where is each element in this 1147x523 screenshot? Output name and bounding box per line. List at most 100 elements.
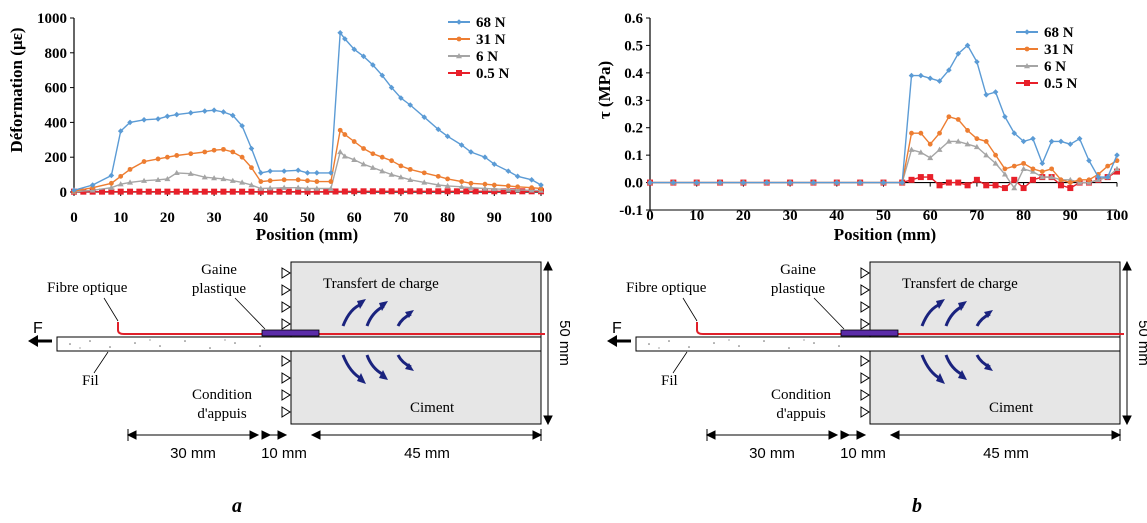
plastic-sheath <box>840 329 899 337</box>
data-point <box>955 179 962 186</box>
data-point <box>509 188 516 195</box>
data-point <box>1011 185 1018 191</box>
data-point <box>1076 135 1083 142</box>
data-point <box>281 177 287 183</box>
data-point <box>453 188 460 195</box>
data-point <box>1114 165 1120 172</box>
gaine-label-1: Gaine <box>780 262 816 278</box>
legend-entry: 31 N <box>1016 42 1074 58</box>
dim-30: 30 mm <box>170 445 216 462</box>
dimension-lines <box>126 260 553 441</box>
data-point <box>71 187 77 194</box>
data-point <box>482 181 488 187</box>
x-tick-label: 70 <box>393 210 408 226</box>
data-point <box>337 148 344 155</box>
x-tick-label: 50 <box>300 210 315 226</box>
data-point <box>281 184 288 190</box>
data-point <box>1058 177 1064 183</box>
data-point <box>361 146 366 151</box>
y-tick-label: 0.5 <box>624 38 643 54</box>
data-point <box>927 75 933 82</box>
data-point <box>281 168 287 174</box>
data-point <box>407 188 414 195</box>
series-31N <box>71 127 544 194</box>
data-point <box>239 188 246 195</box>
data-point <box>1048 138 1055 145</box>
ciment-label: Ciment <box>989 400 1034 416</box>
data-point <box>248 188 255 195</box>
data-point <box>1030 135 1036 142</box>
y-tick-label: 200 <box>45 150 68 166</box>
dim-45: 45 mm <box>983 445 1029 462</box>
data-point <box>1011 130 1018 136</box>
data-point <box>155 116 161 122</box>
y-tick-label: 400 <box>45 115 68 131</box>
data-point <box>717 179 723 186</box>
x-tick-label: 100 <box>530 210 553 226</box>
data-point <box>295 184 302 190</box>
data-point <box>229 188 236 195</box>
x-tick-label: 80 <box>440 210 455 226</box>
caption-a: a <box>232 495 242 517</box>
data-point <box>435 173 441 179</box>
x-tick-label: 60 <box>347 210 362 226</box>
data-point <box>1011 176 1018 183</box>
legend-entry: 6 N <box>448 49 498 65</box>
data-point <box>220 175 227 182</box>
data-point <box>955 138 962 144</box>
data-point <box>360 188 367 195</box>
data-point <box>295 177 301 183</box>
data-point <box>927 174 934 181</box>
data-point <box>174 153 180 158</box>
data-point <box>421 179 428 185</box>
data-point <box>899 179 905 186</box>
x-tick-label: 90 <box>487 210 502 226</box>
data-point <box>538 186 544 191</box>
data-point <box>201 108 208 114</box>
data-point <box>481 185 488 191</box>
data-point <box>1030 166 1036 172</box>
data-point <box>946 114 952 120</box>
y-tick-label: 0.3 <box>624 93 643 109</box>
legend-marker <box>456 70 462 76</box>
data-point <box>201 174 208 180</box>
data-point <box>491 182 497 188</box>
data-point <box>946 67 952 73</box>
data-point <box>425 188 432 195</box>
x-tick-label: 40 <box>829 208 844 224</box>
x-tick-label: 60 <box>923 208 938 224</box>
data-point <box>141 177 148 183</box>
legend-label: 68 N <box>1044 25 1074 41</box>
series-68N <box>71 29 544 194</box>
data-point <box>258 179 264 184</box>
dim-10: 10 mm <box>261 445 307 462</box>
legend-label: 68 N <box>476 15 506 31</box>
data-point <box>313 185 320 191</box>
data-point <box>379 168 386 174</box>
data-point <box>1104 174 1111 180</box>
data-point <box>276 188 283 195</box>
data-point <box>528 177 535 183</box>
data-point <box>992 89 999 95</box>
chart-b-shear-stress: τ (MPa) Position (mm) -0.1 0.0 0.1 0.2 0.3 0.… <box>595 11 1128 244</box>
data-point <box>295 188 302 195</box>
data-point <box>239 179 246 185</box>
data-point <box>908 72 915 79</box>
data-point <box>1011 163 1017 169</box>
data-point <box>341 188 348 195</box>
legend-label: 31 N <box>476 32 506 48</box>
data-point <box>468 180 474 186</box>
fil-label: Fil <box>661 373 678 389</box>
y-tick-label: 1000 <box>37 11 67 27</box>
data-point <box>389 158 394 164</box>
data-point <box>491 185 498 192</box>
data-point <box>1086 177 1092 183</box>
data-point <box>444 133 451 140</box>
data-point <box>211 175 218 181</box>
load-transfer-arrowheads <box>357 299 414 384</box>
data-point <box>992 160 999 166</box>
data-point <box>1001 185 1008 192</box>
data-point <box>1039 169 1045 175</box>
fil-label: Fil <box>82 373 99 389</box>
